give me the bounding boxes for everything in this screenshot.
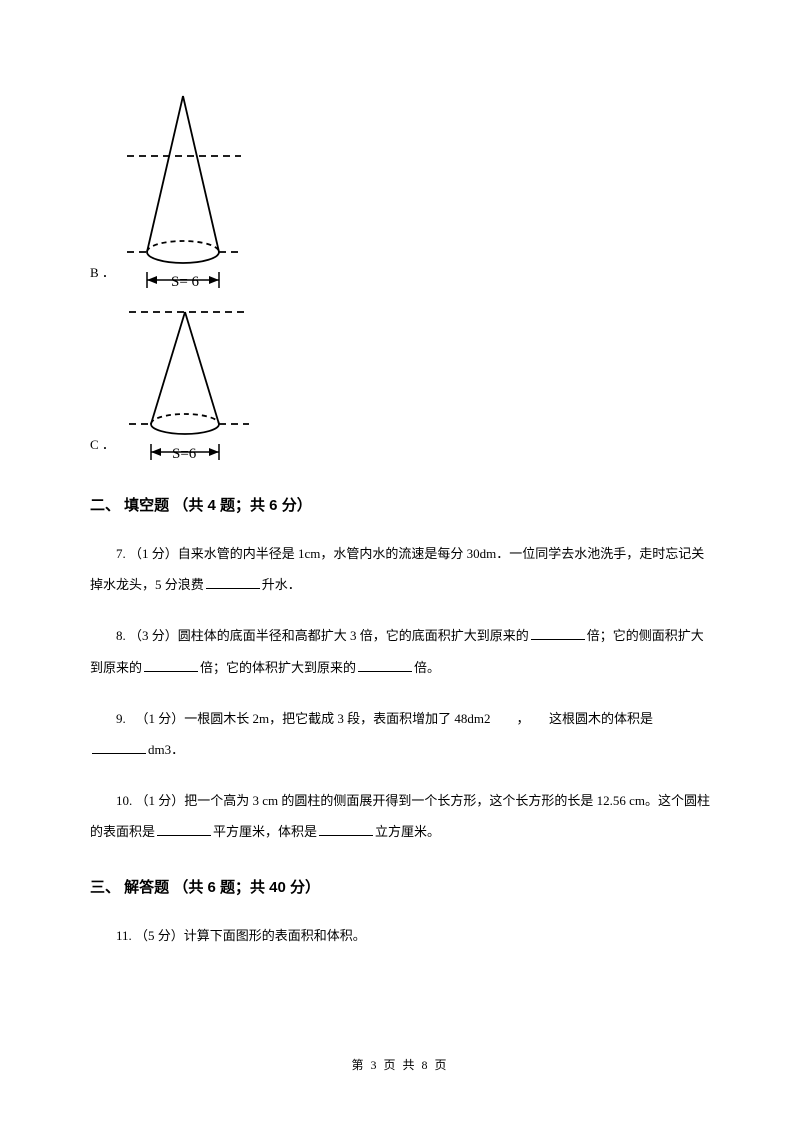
option-b-label: B ． xyxy=(90,257,115,294)
q8-c: 倍；它的体积扩大到原来的 xyxy=(200,660,356,675)
cone-figure-c: S=6 xyxy=(123,306,253,466)
q10-blank-2 xyxy=(319,822,373,836)
question-9: 9. （1 分）一根圆木长 2m，把它截成 3 段，表面积增加了 48dm2 ，… xyxy=(90,703,710,765)
q10-b: 平方厘米，体积是 xyxy=(213,824,317,839)
question-10: 10. （1 分）把一个高为 3 cm 的圆柱的侧面展开得到一个长方形，这个长方… xyxy=(90,785,710,847)
q8-blank-3 xyxy=(358,658,412,672)
q8-d: 倍。 xyxy=(414,660,440,675)
svg-text:S= 6: S= 6 xyxy=(171,274,200,290)
q10-blank-1 xyxy=(157,822,211,836)
section-3-header: 三、 解答题 （共 6 题；共 40 分） xyxy=(90,870,710,906)
question-11: 11. （5 分）计算下面图形的表面积和体积。 xyxy=(90,920,710,951)
question-7: 7. （1 分）自来水管的内半径是 1cm，水管内水的流速是每分 30dm．一位… xyxy=(90,538,710,600)
q9-a: 9. （1 分）一根圆木长 2m，把它截成 3 段，表面积增加了 48dm2 ，… xyxy=(116,711,653,726)
section-2-header: 二、 填空题 （共 4 题；共 6 分） xyxy=(90,488,710,524)
q7-blank xyxy=(206,575,260,589)
q7-text-post: 升水． xyxy=(262,577,301,592)
option-c-label: C ． xyxy=(90,429,115,466)
q8-blank-2 xyxy=(144,658,198,672)
option-b-row: B ． S= 6 xyxy=(90,90,710,294)
option-c-row: C ． S=6 xyxy=(90,306,710,466)
q7-text-pre: 7. （1 分）自来水管的内半径是 1cm，水管内水的流速是每分 30dm．一位… xyxy=(90,546,704,592)
page-footer: 第 3 页 共 8 页 xyxy=(0,1051,800,1080)
q9-b: dm3． xyxy=(148,742,184,757)
q10-c: 立方厘米。 xyxy=(375,824,440,839)
question-8: 8. （3 分）圆柱体的底面半径和高都扩大 3 倍，它的底面积扩大到原来的倍；它… xyxy=(90,620,710,682)
q8-blank-1 xyxy=(531,626,585,640)
q9-blank xyxy=(92,740,146,754)
cone-figure-b: S= 6 xyxy=(123,90,248,294)
q8-a: 8. （3 分）圆柱体的底面半径和高都扩大 3 倍，它的底面积扩大到原来的 xyxy=(116,628,529,643)
svg-text:S=6: S=6 xyxy=(172,446,197,462)
